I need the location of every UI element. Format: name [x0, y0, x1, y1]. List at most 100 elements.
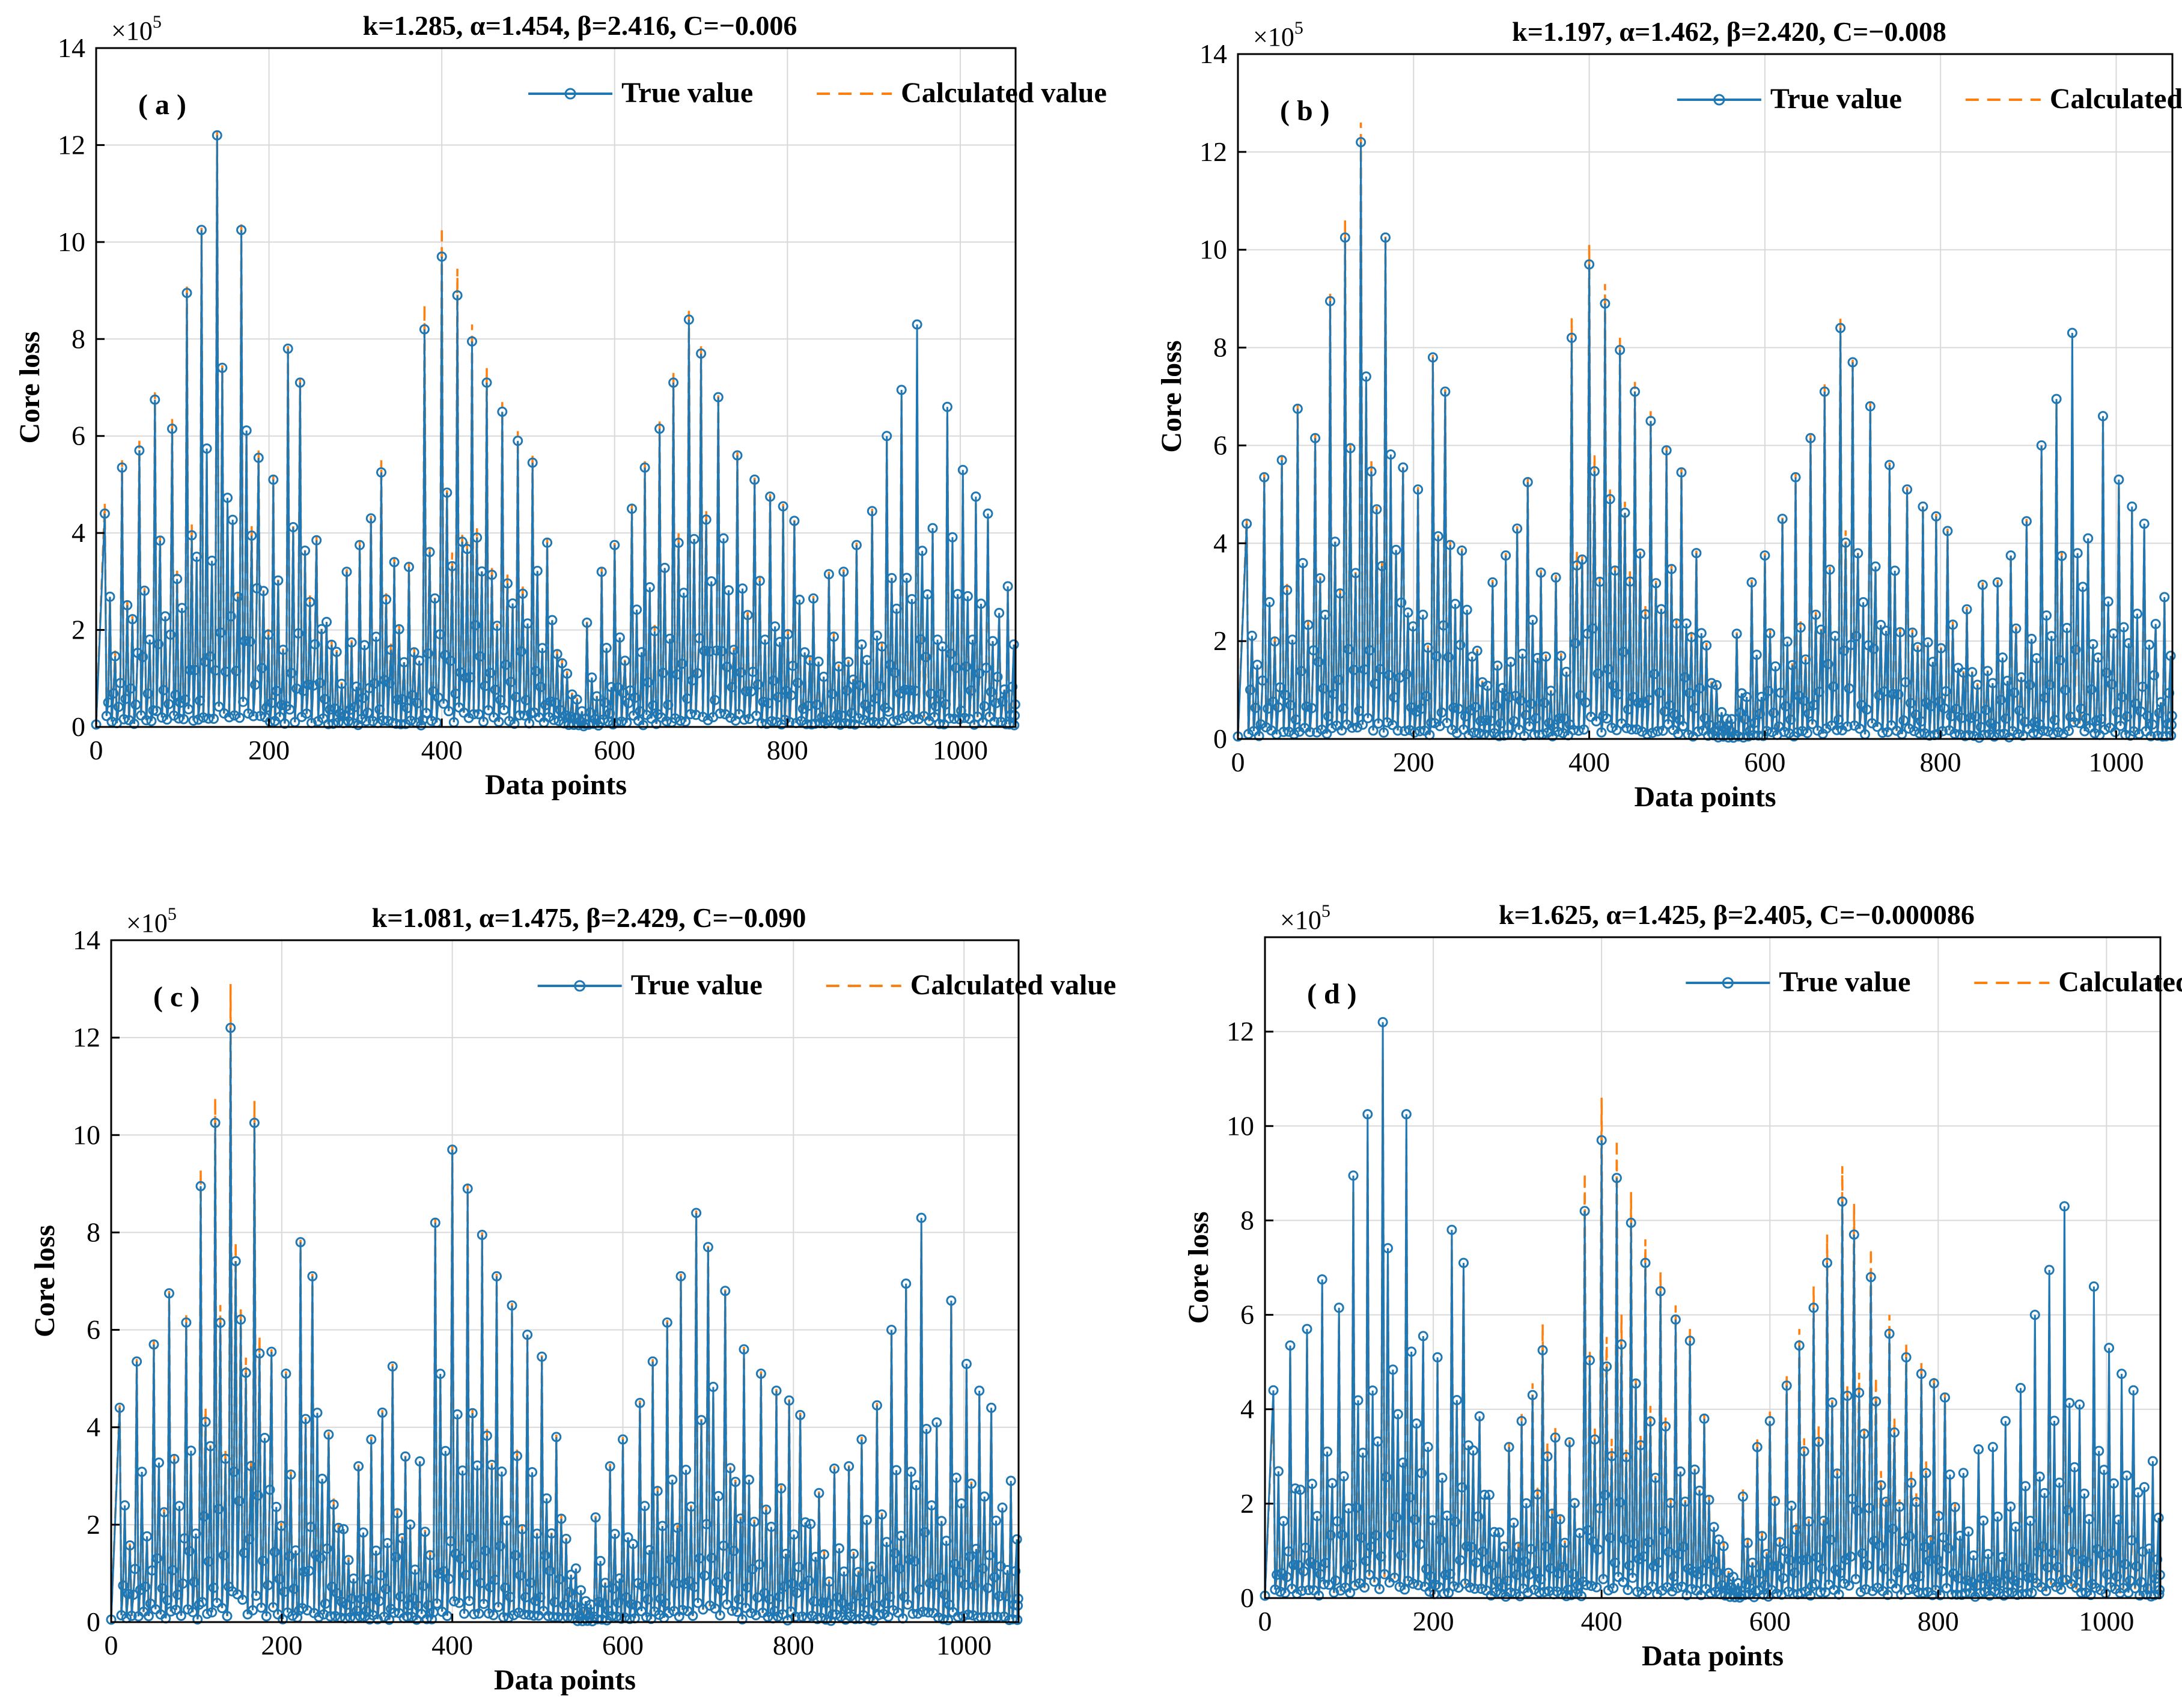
true-value-marker	[134, 445, 145, 456]
true-value-marker	[1448, 702, 1459, 713]
true-value-marker	[106, 716, 117, 727]
true-value-marker	[1308, 1585, 1319, 1596]
true-value-marker	[1326, 723, 1337, 734]
true-value-marker	[2020, 1481, 2031, 1492]
true-value-marker	[456, 1553, 466, 1564]
true-value-marker	[2105, 1582, 2116, 1593]
true-value-marker	[1618, 1576, 1629, 1587]
true-value-marker	[1415, 1539, 1425, 1549]
true-value-marker	[818, 672, 829, 682]
true-value-marker	[621, 1592, 632, 1603]
true-value-marker	[150, 1604, 161, 1615]
true-value-marker	[2044, 679, 2055, 690]
true-value-marker	[502, 578, 513, 589]
true-value-marker	[1330, 1575, 1341, 1586]
true-value-marker	[1535, 567, 1546, 578]
true-value-marker	[1725, 1591, 1736, 1602]
true-value-marker	[1540, 1541, 1551, 1552]
true-value-marker	[403, 1600, 414, 1611]
true-value-marker	[196, 225, 207, 236]
true-value-marker	[1273, 702, 1284, 713]
true-value-marker	[737, 1614, 748, 1624]
true-value-marker	[1325, 296, 1335, 306]
true-value-marker	[250, 679, 261, 690]
true-value-marker	[1320, 1558, 1331, 1568]
true-value-marker	[547, 1611, 558, 1622]
true-value-marker	[412, 697, 423, 708]
true-value-marker	[144, 634, 155, 645]
true-value-marker	[787, 660, 798, 671]
true-value-marker	[1338, 1471, 1349, 1482]
true-value-marker	[215, 627, 226, 638]
true-value-marker	[179, 1533, 190, 1544]
true-value-marker	[1401, 1109, 1412, 1120]
true-value-marker	[1852, 1505, 1863, 1516]
true-value-marker	[1931, 511, 1942, 521]
true-value-marker	[236, 225, 247, 236]
true-value-marker	[278, 1614, 288, 1624]
true-value-marker	[885, 1591, 895, 1602]
true-value-marker	[691, 1208, 702, 1218]
true-value-marker	[1433, 531, 1443, 542]
true-value-marker	[1915, 1570, 1925, 1581]
true-value-marker	[421, 1614, 432, 1624]
true-value-marker	[724, 585, 734, 595]
true-value-marker	[974, 1385, 985, 1396]
true-value-marker	[564, 1587, 575, 1597]
true-value-marker	[1844, 683, 1854, 694]
true-value-marker	[886, 1325, 897, 1336]
true-value-marker	[1396, 597, 1407, 608]
true-value-marker	[266, 697, 277, 708]
true-value-marker	[910, 685, 921, 696]
true-value-marker	[904, 1554, 915, 1565]
true-value-marker	[2094, 1445, 2104, 1456]
true-value-marker	[1961, 604, 1972, 615]
true-value-marker	[1496, 718, 1506, 729]
true-value-marker	[514, 710, 525, 721]
true-value-marker	[1345, 443, 1356, 454]
y-axis-exponent: ×105	[1253, 18, 1303, 52]
true-value-marker	[1951, 704, 1961, 714]
true-value-marker	[1361, 371, 1371, 382]
true-value-marker	[1318, 1579, 1329, 1590]
true-value-marker	[1651, 578, 1662, 589]
true-value-marker	[151, 706, 162, 716]
true-value-marker	[735, 1513, 746, 1524]
true-value-marker	[1516, 695, 1526, 706]
true-value-marker	[400, 1451, 411, 1462]
true-value-marker	[865, 1582, 876, 1593]
legend-true-label: True value	[1779, 966, 1910, 998]
true-value-marker	[1550, 1432, 1561, 1443]
true-value-marker	[616, 716, 627, 727]
true-value-marker	[457, 1465, 468, 1476]
true-value-marker	[326, 1581, 337, 1592]
true-value-marker	[1297, 558, 1308, 568]
true-value-marker	[971, 1543, 981, 1554]
true-value-marker	[938, 1614, 948, 1624]
grid	[1264, 937, 2160, 1599]
true-value-marker	[1432, 1352, 1443, 1363]
true-value-marker	[356, 1594, 367, 1605]
true-value-marker	[636, 647, 647, 658]
true-value-marker	[889, 667, 900, 678]
true-value-marker	[1621, 1451, 1632, 1462]
true-value-marker	[2029, 717, 2040, 728]
true-value-marker	[2074, 1399, 2085, 1410]
true-value-marker	[833, 661, 844, 672]
true-value-marker	[2041, 610, 2052, 621]
true-value-marker	[852, 1590, 862, 1601]
true-value-marker	[1276, 455, 1287, 466]
true-value-marker	[582, 618, 593, 628]
true-value-marker	[398, 657, 409, 667]
true-value-marker	[505, 676, 516, 687]
true-value-marker	[1472, 1511, 1483, 1522]
true-value-marker	[1904, 723, 1915, 734]
true-value-marker	[1301, 701, 1312, 712]
true-value-marker	[1305, 727, 1315, 737]
true-value-marker	[532, 1528, 543, 1539]
true-value-marker	[288, 522, 299, 532]
true-value-marker	[315, 1552, 326, 1563]
true-value-marker	[761, 1504, 772, 1515]
true-value-marker	[1775, 1537, 1785, 1548]
